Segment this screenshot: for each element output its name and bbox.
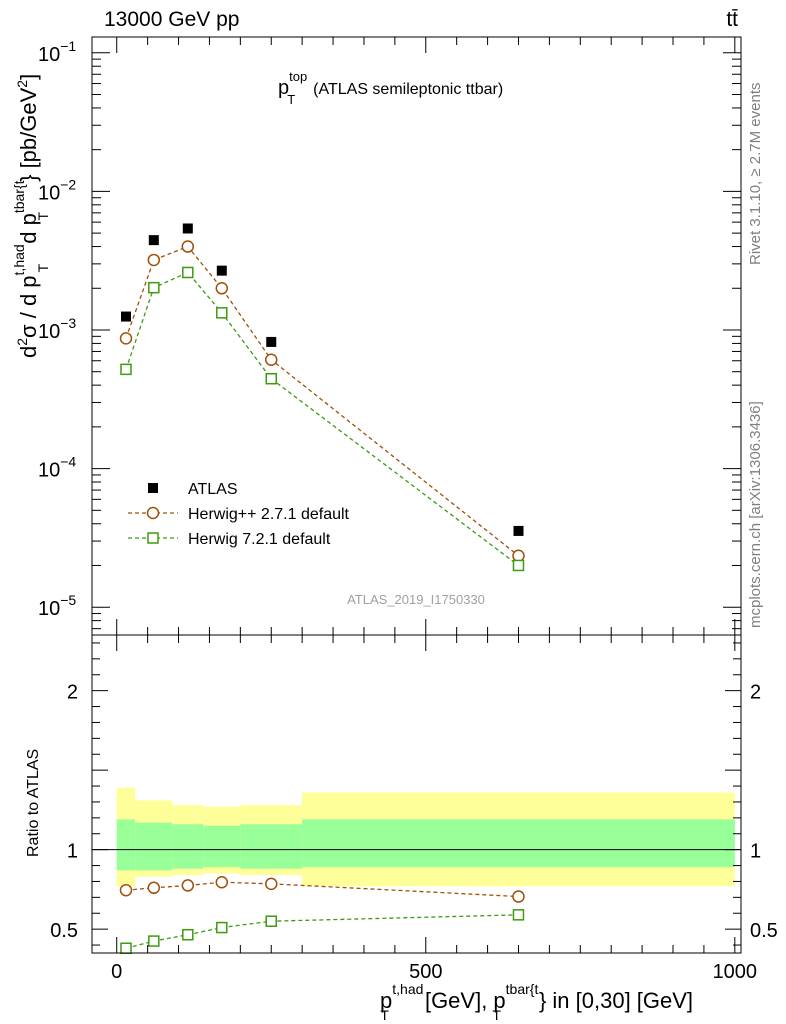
analysis-id-label: ATLAS_2019_I1750330 — [347, 592, 485, 607]
legend-label: Herwig 7.2.1 default — [188, 531, 331, 548]
legend: ATLAS Herwig++ 2.7.1 default Herwig 7.2.1 … — [128, 481, 350, 548]
ratio-bands-layer — [92, 787, 741, 887]
data-point-2 — [120, 363, 132, 376]
ratio-band-inner — [172, 824, 204, 869]
main-y-axis-label: d2σ / d pt,had Td ptbar{tT} [pb/GeV2] — [11, 74, 51, 358]
ratio-y-axis-label: Ratio to ATLAS — [25, 749, 42, 857]
mcplots-label: mcplots.cern.ch [arXiv:1306.3436] — [747, 401, 764, 628]
ratio-y-tick-label: 1 — [67, 841, 78, 863]
legend-marker — [147, 532, 159, 544]
beam-energy-label: 13000 GeV pp — [104, 8, 239, 31]
ratio-axes-layer: 0.5 0.5 1 1 2 2 0 500 1000 — [50, 635, 778, 983]
process-label: tt̄ — [726, 8, 738, 31]
ratio-band-inner — [302, 819, 735, 868]
rivet-version-label: Rivet 3.1.10, ≥ 2.7M events — [747, 83, 764, 266]
main-title: ptop T(ATLAS semileptonic ttbar) — [278, 69, 503, 107]
data-point-0 — [148, 235, 159, 246]
ratio-y-tick-label-right: 2 — [750, 682, 761, 704]
data-point-2 — [148, 281, 160, 294]
main-axes-layer: 10−1 10−2 10−3 10−4 10−5 — [38, 37, 741, 635]
ratio-y-tick-label: 0.5 — [50, 920, 78, 942]
y-tick-label: 10−1 — [38, 38, 76, 66]
ratio-y-tick-label-right: 0.5 — [750, 920, 778, 942]
ratio-band-inner — [135, 822, 173, 871]
x-tick-label: 0 — [111, 961, 122, 983]
y-tick-label: 10−4 — [38, 454, 76, 482]
data-point-1 — [181, 240, 195, 253]
x-tick-label: 500 — [409, 961, 442, 983]
ratio-point-1 — [148, 935, 160, 947]
data-point-2 — [512, 559, 525, 572]
ratio-band-inner — [203, 825, 241, 868]
ratio-point-1 — [265, 915, 277, 927]
main-series-layer — [119, 223, 525, 572]
data-point-0 — [513, 525, 524, 536]
ratio-point-1 — [512, 909, 525, 921]
legend-label: Herwig++ 2.7.1 default — [188, 506, 350, 523]
main-plot: 10−1 10−2 10−3 10−4 10−5 ptop T(ATLAS semilep… — [11, 36, 742, 636]
ratio-frame — [91, 634, 742, 954]
ratio-plot: 0.5 0.5 1 1 2 2 0 500 1000 Ratio to ATLAS pt,had… — [25, 634, 778, 1023]
ratio-point-0 — [512, 890, 525, 903]
data-point-1 — [147, 253, 161, 267]
data-point-2 — [182, 266, 194, 279]
ratio-point-1 — [120, 942, 132, 954]
y-tick-label: 10−2 — [38, 176, 76, 204]
data-point-1 — [215, 282, 229, 295]
ratio-band-inner — [240, 824, 303, 869]
y-tick-label: 10−5 — [38, 592, 76, 620]
legend-marker — [146, 506, 160, 520]
series-line-2 — [125, 271, 519, 566]
ratio-point-0 — [119, 883, 133, 897]
ratio-point-0 — [215, 875, 229, 889]
ratio-point-0 — [181, 879, 195, 892]
data-point-0 — [216, 265, 227, 276]
legend-marker — [148, 483, 158, 493]
ratio-series-layer — [119, 875, 525, 954]
ratio-band-inner — [116, 819, 136, 871]
data-point-0 — [266, 336, 277, 347]
data-point-1 — [264, 353, 278, 366]
ratio-y-tick-label-right: 1 — [750, 841, 761, 863]
ratio-point-0 — [264, 877, 278, 891]
data-point-2 — [216, 307, 228, 319]
data-point-2 — [265, 372, 277, 385]
ratio-y-tick-label: 2 — [67, 682, 78, 704]
ratio-point-0 — [147, 881, 161, 895]
ratio-point-1 — [216, 921, 228, 934]
legend-label: ATLAS — [188, 481, 238, 498]
x-axis-label: pt,had T[GeV], ptbar{t T} in [0,30] [GeV] — [380, 981, 693, 1023]
ratio-point-1 — [182, 928, 194, 941]
x-tick-label: 1000 — [713, 961, 758, 983]
data-point-0 — [120, 311, 131, 322]
data-point-1 — [119, 332, 133, 345]
y-tick-label: 10−3 — [38, 315, 76, 343]
data-point-0 — [182, 223, 193, 234]
data-point-1 — [512, 549, 525, 563]
